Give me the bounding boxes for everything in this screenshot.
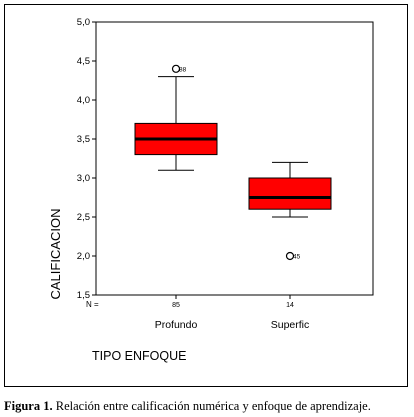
n-label: N = [86, 300, 99, 309]
figure-frame [4, 4, 408, 387]
outlier-point [285, 251, 295, 261]
y-tick-label: 3,5 [77, 134, 90, 145]
box-superfic [248, 177, 332, 210]
outlier-point [171, 64, 181, 73]
y-tick-label: 5,0 [77, 17, 90, 28]
category-label: Profundo [155, 319, 198, 331]
x-axis-label: TIPO ENFOQUE [92, 349, 186, 363]
y-tick-label: 4,0 [77, 95, 90, 106]
y-axis: 1,5 2,0 2,5 3,0 3,5 4,0 4,5 5,0 [77, 17, 96, 301]
n-value: 85 [172, 302, 180, 309]
outlier-label: 88 [179, 66, 187, 73]
x-axis: 85 Profundo 14 Superfic [155, 295, 310, 331]
y-tick-label: 2,5 [77, 212, 90, 223]
n-value: 14 [286, 302, 294, 309]
caption-label: Figura 1. [4, 399, 53, 413]
y-axis-label: CALIFICACION [48, 208, 63, 299]
boxes: 88 45 [134, 64, 332, 261]
plot-area [95, 21, 374, 296]
y-tick-label: 3,0 [77, 173, 90, 184]
figure-caption: Figura 1. Relación entre calificación nu… [4, 399, 410, 414]
y-tick-label: 1,5 [77, 290, 90, 301]
y-tick-label: 4,5 [77, 56, 90, 67]
boxplot-chart: 1,5 2,0 2,5 3,0 3,5 4,0 4,5 5,0 88 45 85 Profundo… [48, 17, 374, 363]
caption-text: Relación entre calificación numérica y e… [52, 399, 371, 413]
outlier-label: 45 [293, 254, 301, 261]
category-label: Superfic [271, 319, 310, 331]
y-tick-label: 2,0 [77, 251, 90, 262]
